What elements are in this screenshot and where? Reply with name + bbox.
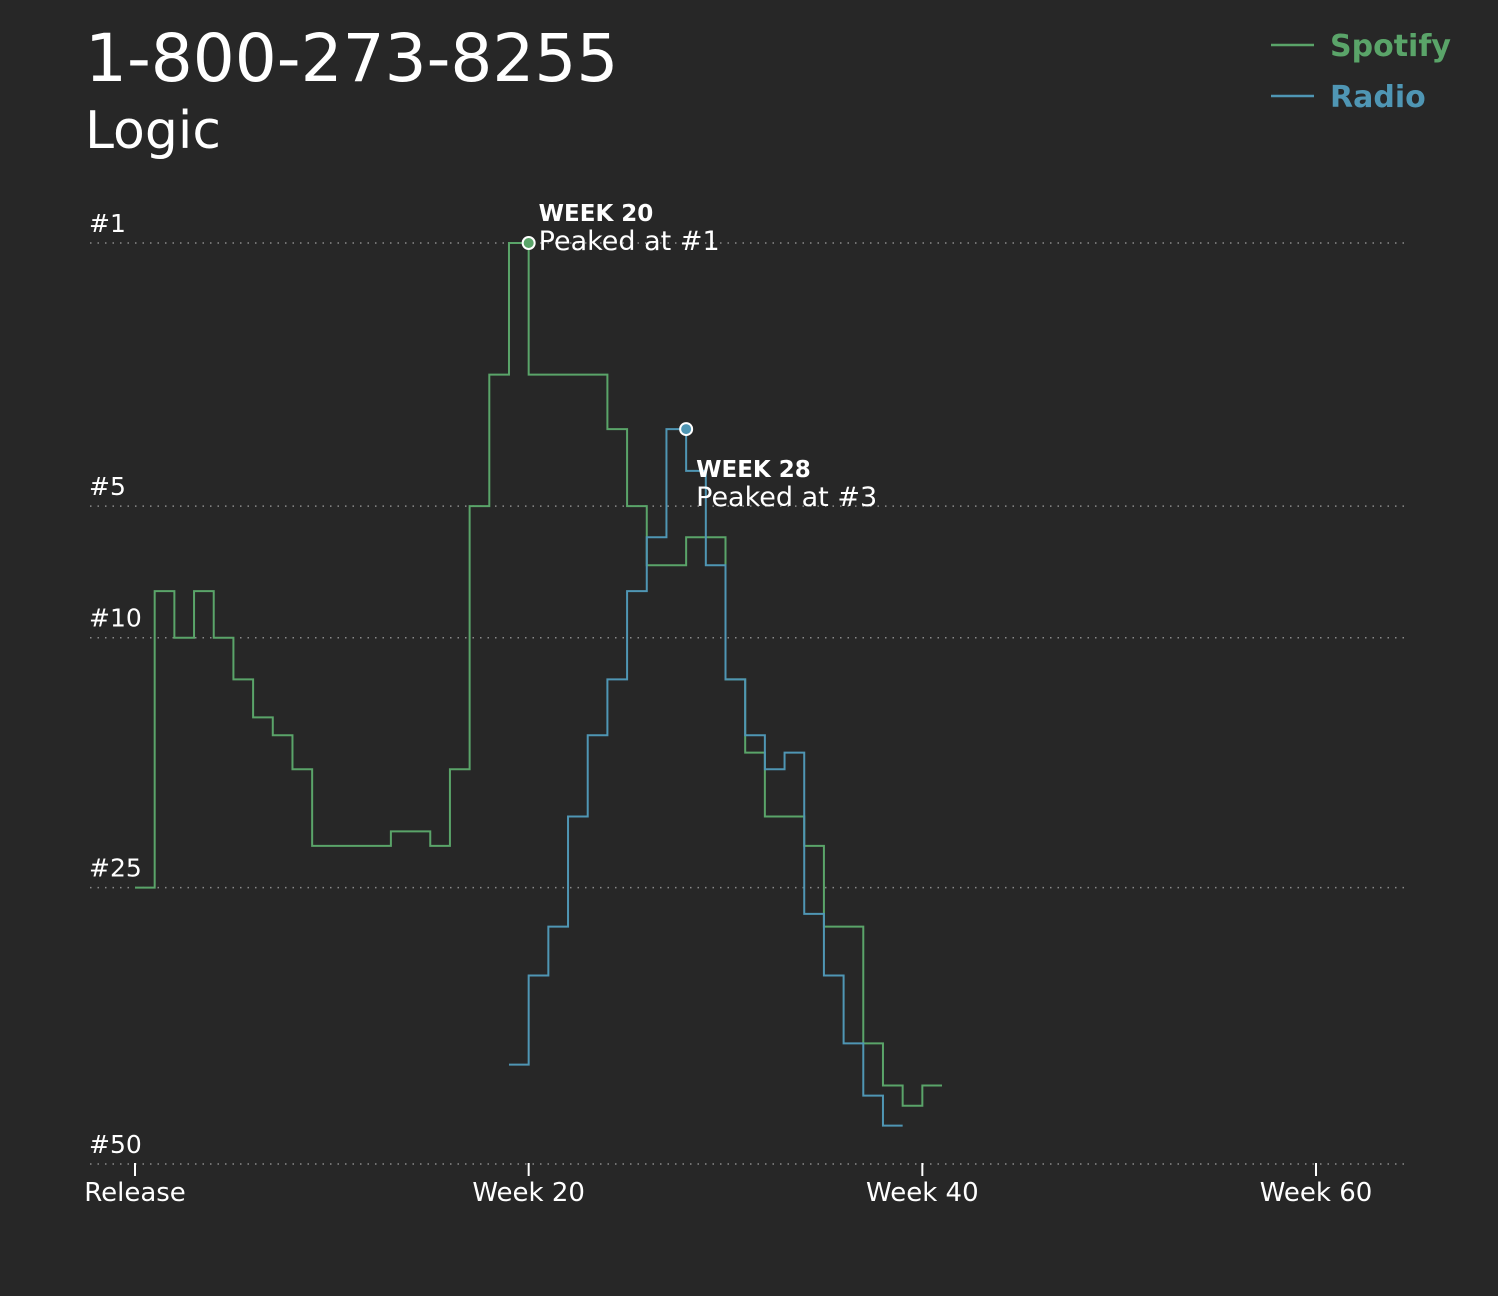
- series-line-radio: [508, 428, 903, 1127]
- x-tick-label: Week 40: [866, 1178, 979, 1208]
- annotation-text: Peaked at #3: [696, 482, 877, 513]
- x-tick-label: Week 20: [472, 1178, 585, 1208]
- peak-marker: [521, 236, 536, 250]
- y-tick-label: #5: [89, 472, 126, 501]
- y-tick-label: #1: [89, 209, 126, 238]
- legend: Spotify Radio: [1271, 29, 1451, 115]
- y-tick-label: #25: [89, 854, 142, 883]
- chart-title: 1-800-273-8255: [85, 20, 618, 97]
- annotation-text: Peaked at #1: [539, 226, 720, 257]
- y-axis-ticks: #1 #5 #10 #25 #50: [89, 209, 142, 1159]
- x-tick-label: Week 60: [1260, 1178, 1373, 1208]
- annotation-heading: WEEK 28: [696, 457, 811, 483]
- series-lines: [135, 242, 943, 1127]
- gridlines: [90, 242, 1408, 1165]
- x-tick-label: Release: [84, 1178, 186, 1208]
- peak-marker: [679, 422, 694, 437]
- y-tick-label: #10: [89, 604, 142, 633]
- legend-label: Radio: [1330, 80, 1426, 115]
- y-tick-label: #50: [89, 1130, 142, 1159]
- annotation-heading: WEEK 20: [539, 201, 654, 227]
- x-axis: Release Week 20 Week 40 Week 60: [84, 1163, 1372, 1208]
- chart-subtitle: Logic: [85, 101, 221, 161]
- legend-label: Spotify: [1330, 29, 1451, 64]
